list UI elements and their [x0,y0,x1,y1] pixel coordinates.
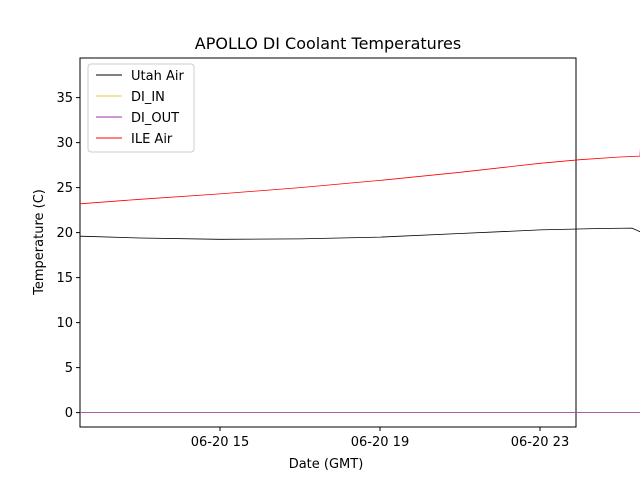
y-axis-label: Temperature (C) [32,189,47,296]
y-tick-label: 10 [56,316,73,331]
x-tick-label: 06-20 23 [511,435,569,450]
legend-box [87,63,195,153]
legend-label: DI_IN [131,90,165,105]
y-tick-label: 15 [56,271,73,286]
y-tick-label: 30 [56,136,73,151]
y-axis: 0 5 10 15 20 25 30 35 [56,91,80,421]
x-tick-label: 06-20 15 [191,435,249,450]
y-tick-label: 35 [56,91,73,106]
y-tick-label: 25 [56,181,73,196]
legend-label: DI_OUT [131,111,179,126]
y-tick-label: 20 [56,226,73,241]
x-axis-label: Date (GMT) [289,457,364,472]
series-layer [79,148,640,414]
y-tick-label: 0 [65,406,73,421]
series-line-utah-air [79,227,640,240]
y-tick-label: 5 [65,361,73,376]
legend-label: ILE Air [131,132,173,147]
x-tick-label: 06-20 19 [351,435,409,450]
legend-label: Utah Air [131,69,184,84]
chart-title: APOLLO DI Coolant Temperatures [195,34,461,53]
legend: Utah Air DI_IN DI_OUT ILE Air [87,63,195,153]
